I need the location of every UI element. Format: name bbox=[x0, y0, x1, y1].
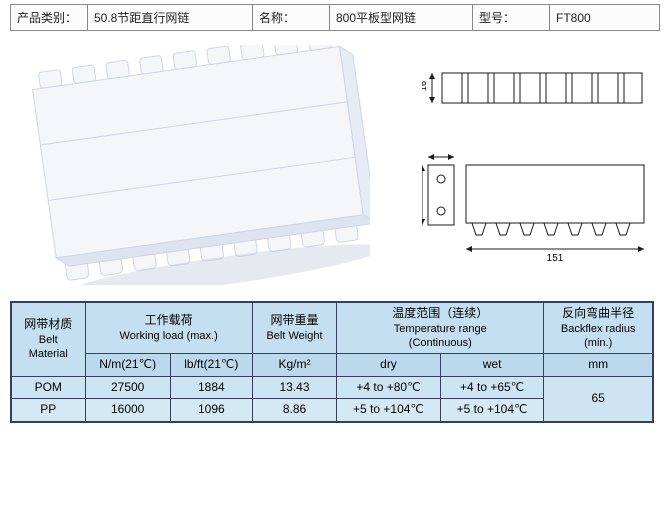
label-model: 型号： bbox=[473, 5, 550, 31]
cell-kgm2: 13.43 bbox=[252, 376, 336, 399]
dim-width: 151 bbox=[547, 253, 564, 264]
cell-mat: POM bbox=[11, 376, 85, 399]
figure-area: 16 50.8 151 bbox=[0, 35, 670, 295]
cell-mat: PP bbox=[11, 399, 85, 422]
cell-nm: 27500 bbox=[85, 376, 170, 399]
hdr-backflex: 反向弯曲半径 Backflex radius (min.) bbox=[544, 302, 653, 354]
label-category: 产品类别： bbox=[11, 5, 88, 31]
unit-mm: mm bbox=[544, 354, 653, 377]
dim-top: 16 bbox=[422, 81, 428, 91]
diagram-top-view: 16 bbox=[422, 65, 652, 115]
cell-wet: +4 to +65℃ bbox=[440, 376, 544, 399]
cell-lbft: 1096 bbox=[170, 399, 252, 422]
unit-kgm2: Kg/m² bbox=[252, 354, 336, 377]
unit-dry: dry bbox=[337, 354, 441, 377]
cell-dry: +5 to +104℃ bbox=[337, 399, 441, 422]
hdr-load: 工作载荷 Working load (max.) bbox=[85, 302, 252, 354]
cell-kgm2: 8.86 bbox=[252, 399, 336, 422]
value-category: 50.8节距直行网链 bbox=[88, 5, 253, 31]
unit-nm: N/m(21℃) bbox=[85, 354, 170, 377]
value-model: FT800 bbox=[550, 5, 660, 31]
spec-table: 网带材质 Belt Material 工作载荷 Working load (ma… bbox=[10, 301, 654, 423]
unit-wet: wet bbox=[440, 354, 544, 377]
cell-lbft: 1884 bbox=[170, 376, 252, 399]
value-name: 800平板型网链 bbox=[330, 5, 473, 31]
hdr-material: 网带材质 Belt Material bbox=[11, 302, 85, 376]
hdr-weight: 网带重量 Belt Weight bbox=[252, 302, 336, 354]
cell-dry: +4 to +80℃ bbox=[337, 376, 441, 399]
cell-backflex: 65 bbox=[544, 376, 653, 422]
hdr-temp: 温度范围（连续） Temperature range (Continuous) bbox=[337, 302, 544, 354]
product-header-table: 产品类别： 50.8节距直行网链 名称： 800平板型网链 型号： FT800 bbox=[10, 4, 660, 31]
label-name: 名称： bbox=[253, 5, 330, 31]
unit-lbft: lb/ft(21℃) bbox=[170, 354, 252, 377]
diagram-side-view: 50.8 151 bbox=[422, 145, 652, 265]
product-image bbox=[30, 45, 370, 285]
cell-wet: +5 to +104℃ bbox=[440, 399, 544, 422]
table-row: POM 27500 1884 13.43 +4 to +80℃ +4 to +6… bbox=[11, 376, 653, 399]
cell-nm: 16000 bbox=[85, 399, 170, 422]
